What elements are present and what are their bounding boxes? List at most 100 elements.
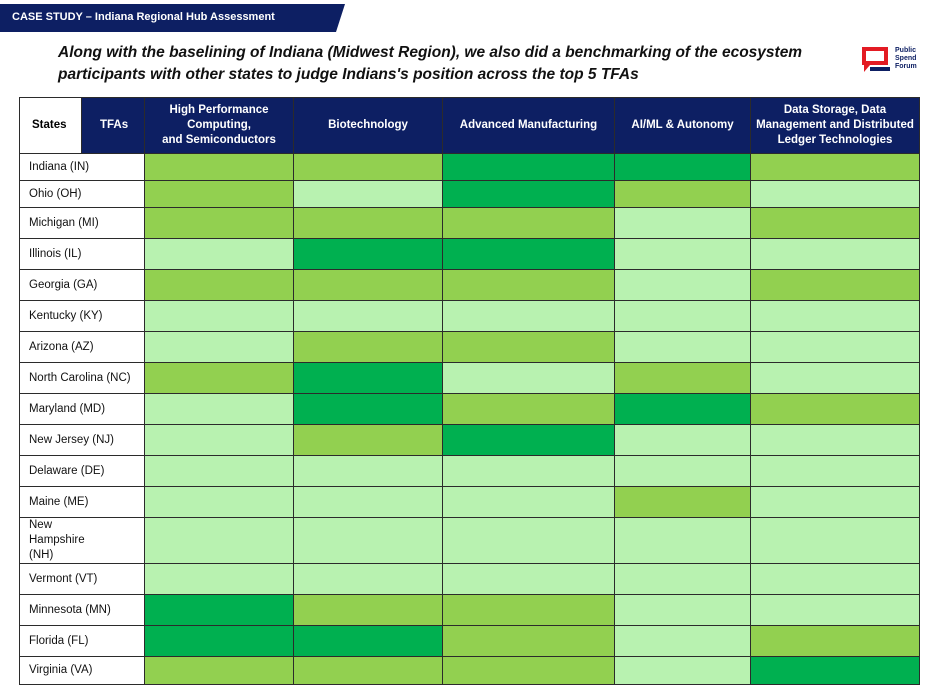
table-row: Virginia (VA) [19,656,920,685]
speech-bubble-logo-icon [862,47,890,72]
table-body: Indiana (IN) Ohio (OH) Michigan (MI) Illino… [19,153,920,685]
rating-cell [750,300,920,332]
rating-cell [442,331,615,363]
header-ai-ml-autonomy: AI/ML & Autonomy [614,97,751,154]
rating-cell [293,594,443,626]
header-states: States [19,97,82,154]
rating-cell [750,424,920,456]
rating-cell [614,455,751,487]
rating-cell [750,455,920,487]
rating-cell [614,300,751,332]
state-name-cell: Virginia (VA) [19,656,145,685]
rating-cell [750,656,920,685]
logo-word-spend: Spend [895,55,917,62]
rating-cell [614,424,751,456]
rating-cell [442,594,615,626]
rating-cell [144,331,294,363]
rating-cell [144,153,294,181]
header-data-line2: Management and Distributed [756,119,914,131]
rating-cell [144,486,294,518]
rating-cell [293,424,443,456]
rating-cell [144,300,294,332]
rating-cell [442,517,615,564]
header-hpc-line1: High Performance [169,104,269,116]
rating-cell [442,625,615,657]
state-name-cell: Delaware (DE) [19,455,145,487]
rating-cell [442,563,615,595]
header-advanced-manufacturing: Advanced Manufacturing [442,97,615,154]
rating-cell [750,269,920,301]
rating-cell [293,486,443,518]
rating-cell [293,393,443,425]
header-hpc: High Performance Computing, and Semicond… [144,97,294,154]
rating-cell [144,424,294,456]
rating-cell [614,563,751,595]
rating-cell [293,517,443,564]
rating-cell [442,486,615,518]
rating-cell [614,486,751,518]
state-name-cell: Indiana (IN) [19,153,145,181]
header-data-storage: Data Storage, Data Management and Distri… [750,97,920,154]
rating-cell [144,517,294,564]
rating-cell [750,486,920,518]
rating-cell [614,331,751,363]
rating-cell [750,331,920,363]
logo-word-forum: Forum [895,63,917,70]
state-name-cell: Minnesota (MN) [19,594,145,626]
page-headline: Along with the baselining of Indiana (Mi… [58,42,848,86]
table-row: Illinois (IL) [19,238,920,270]
rating-cell [144,238,294,270]
rating-cell [614,517,751,564]
rating-cell [293,455,443,487]
table-row: Vermont (VT) [19,563,920,595]
header-hpc-line2: Computing, [187,119,251,131]
state-name-cell: New Jersey (NJ) [19,424,145,456]
state-name-cell: Maine (ME) [19,486,145,518]
table-row: Indiana (IN) [19,153,920,181]
table-header-row: States TFAs High Performance Computing, … [19,97,920,154]
banner-label: CASE STUDY – Indiana Regional Hub Assess… [12,11,275,23]
table-row: New Hampshire (NH) [19,517,920,564]
rating-cell [750,625,920,657]
rating-cell [750,207,920,239]
rating-cell [293,563,443,595]
rating-cell [442,300,615,332]
table-row: North Carolina (NC) [19,362,920,394]
rating-cell [614,393,751,425]
rating-cell [442,656,615,685]
header-tfas: TFAs [81,97,145,154]
rating-cell [144,269,294,301]
rating-cell [442,393,615,425]
tfa-benchmark-table: States TFAs High Performance Computing, … [19,97,920,685]
state-name-cell: Maryland (MD) [19,393,145,425]
headline-line-1: Along with the baselining of Indiana (Mi… [58,44,803,61]
table-row: Maine (ME) [19,486,920,518]
rating-cell [293,362,443,394]
state-name-cell: Kentucky (KY) [19,300,145,332]
rating-cell [293,238,443,270]
rating-cell [442,269,615,301]
logo-wordmark: Public Spend Forum [895,47,917,71]
state-name-cell: Illinois (IL) [19,238,145,270]
rating-cell [293,656,443,685]
rating-cell [144,625,294,657]
table-row: Florida (FL) [19,625,920,657]
state-name-cell: Florida (FL) [19,625,145,657]
public-spend-forum-logo: Public Spend Forum [861,44,923,76]
rating-cell [293,331,443,363]
state-name-cell: Arizona (AZ) [19,331,145,363]
rating-cell [614,594,751,626]
rating-cell [750,393,920,425]
rating-cell [614,362,751,394]
headline-line-2: participants with other states to judge … [58,66,639,83]
rating-cell [144,180,294,208]
rating-cell [750,517,920,564]
logo-word-public: Public [895,47,917,54]
case-study-banner: CASE STUDY – Indiana Regional Hub Assess… [0,4,345,32]
table-row: New Jersey (NJ) [19,424,920,456]
rating-cell [144,656,294,685]
table-row: Kentucky (KY) [19,300,920,332]
rating-cell [144,362,294,394]
state-name-cell: Georgia (GA) [19,269,145,301]
header-data-line3: Ledger Technologies [777,134,893,146]
